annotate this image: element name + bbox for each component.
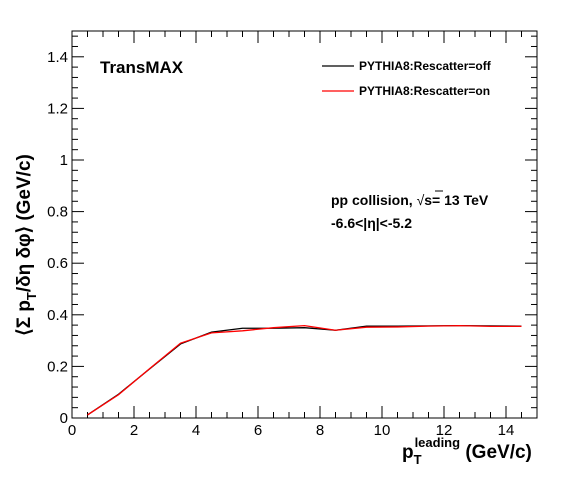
y-tick-label: 0.2 [47, 358, 68, 375]
annotation-energy: s= 13 TeV [424, 192, 489, 208]
x-tick-label: 12 [436, 422, 453, 439]
y-tick-label: 0.4 [47, 307, 68, 324]
y-axis-title-pre: ⟨Σ p [14, 300, 35, 336]
legend: PYTHIA8:Rescatter=off PYTHIA8:Rescatter=o… [322, 59, 492, 98]
y-tick-label: 0.6 [47, 255, 68, 272]
x-tick-label: 6 [254, 422, 262, 439]
annotation-collision-pre: pp collision, [331, 192, 417, 208]
legend-label: PYTHIA8:Rescatter=off [359, 59, 492, 73]
x-tick-label: 10 [374, 422, 391, 439]
annotation-collision: pp collision, √s= 13 TeV [331, 192, 489, 208]
x-axis-title-main: p [402, 442, 414, 463]
x-axis-title-sub: T [414, 452, 422, 467]
annotation-eta-range: -6.6<|η|<-5.2 [331, 215, 412, 231]
y-tick-label: 0.8 [47, 204, 68, 221]
panel-label: TransMAX [100, 58, 184, 77]
x-axis-title-unit: (GeV/c) [460, 442, 532, 463]
y-axis-title-sub: T [24, 292, 39, 300]
x-axis-title: pTleading (GeV/c) [402, 435, 532, 467]
axis-tick-labels: 0 2 4 6 8 10 12 14 0 0.2 0.4 0.6 0.8 1 1.2 1.4 [47, 49, 514, 439]
y-tick-label: 1 [60, 152, 68, 169]
x-tick-label: 0 [68, 422, 76, 439]
series-group [87, 324, 522, 416]
axis-ticks [71, 31, 538, 419]
legend-label: PYTHIA8:Rescatter=on [359, 84, 490, 98]
x-axis-title-sup: leading [415, 435, 461, 450]
series-line-rescatter-on [87, 324, 522, 416]
y-tick-label: 1.4 [47, 49, 68, 66]
x-tick-label: 14 [498, 422, 515, 439]
x-tick-label: 2 [130, 422, 138, 439]
y-tick-label: 0 [60, 410, 68, 427]
annotation-sqrt-symbol: √ [417, 192, 425, 208]
y-axis-title-post: /δη δφ⟩ (GeV/c) [14, 154, 35, 292]
y-axis-title: ⟨Σ pT/δη δφ⟩ (GeV/c) [14, 154, 39, 336]
y-tick-label: 1.2 [47, 100, 68, 117]
x-tick-label: 4 [192, 422, 200, 439]
x-tick-label: 8 [316, 422, 324, 439]
